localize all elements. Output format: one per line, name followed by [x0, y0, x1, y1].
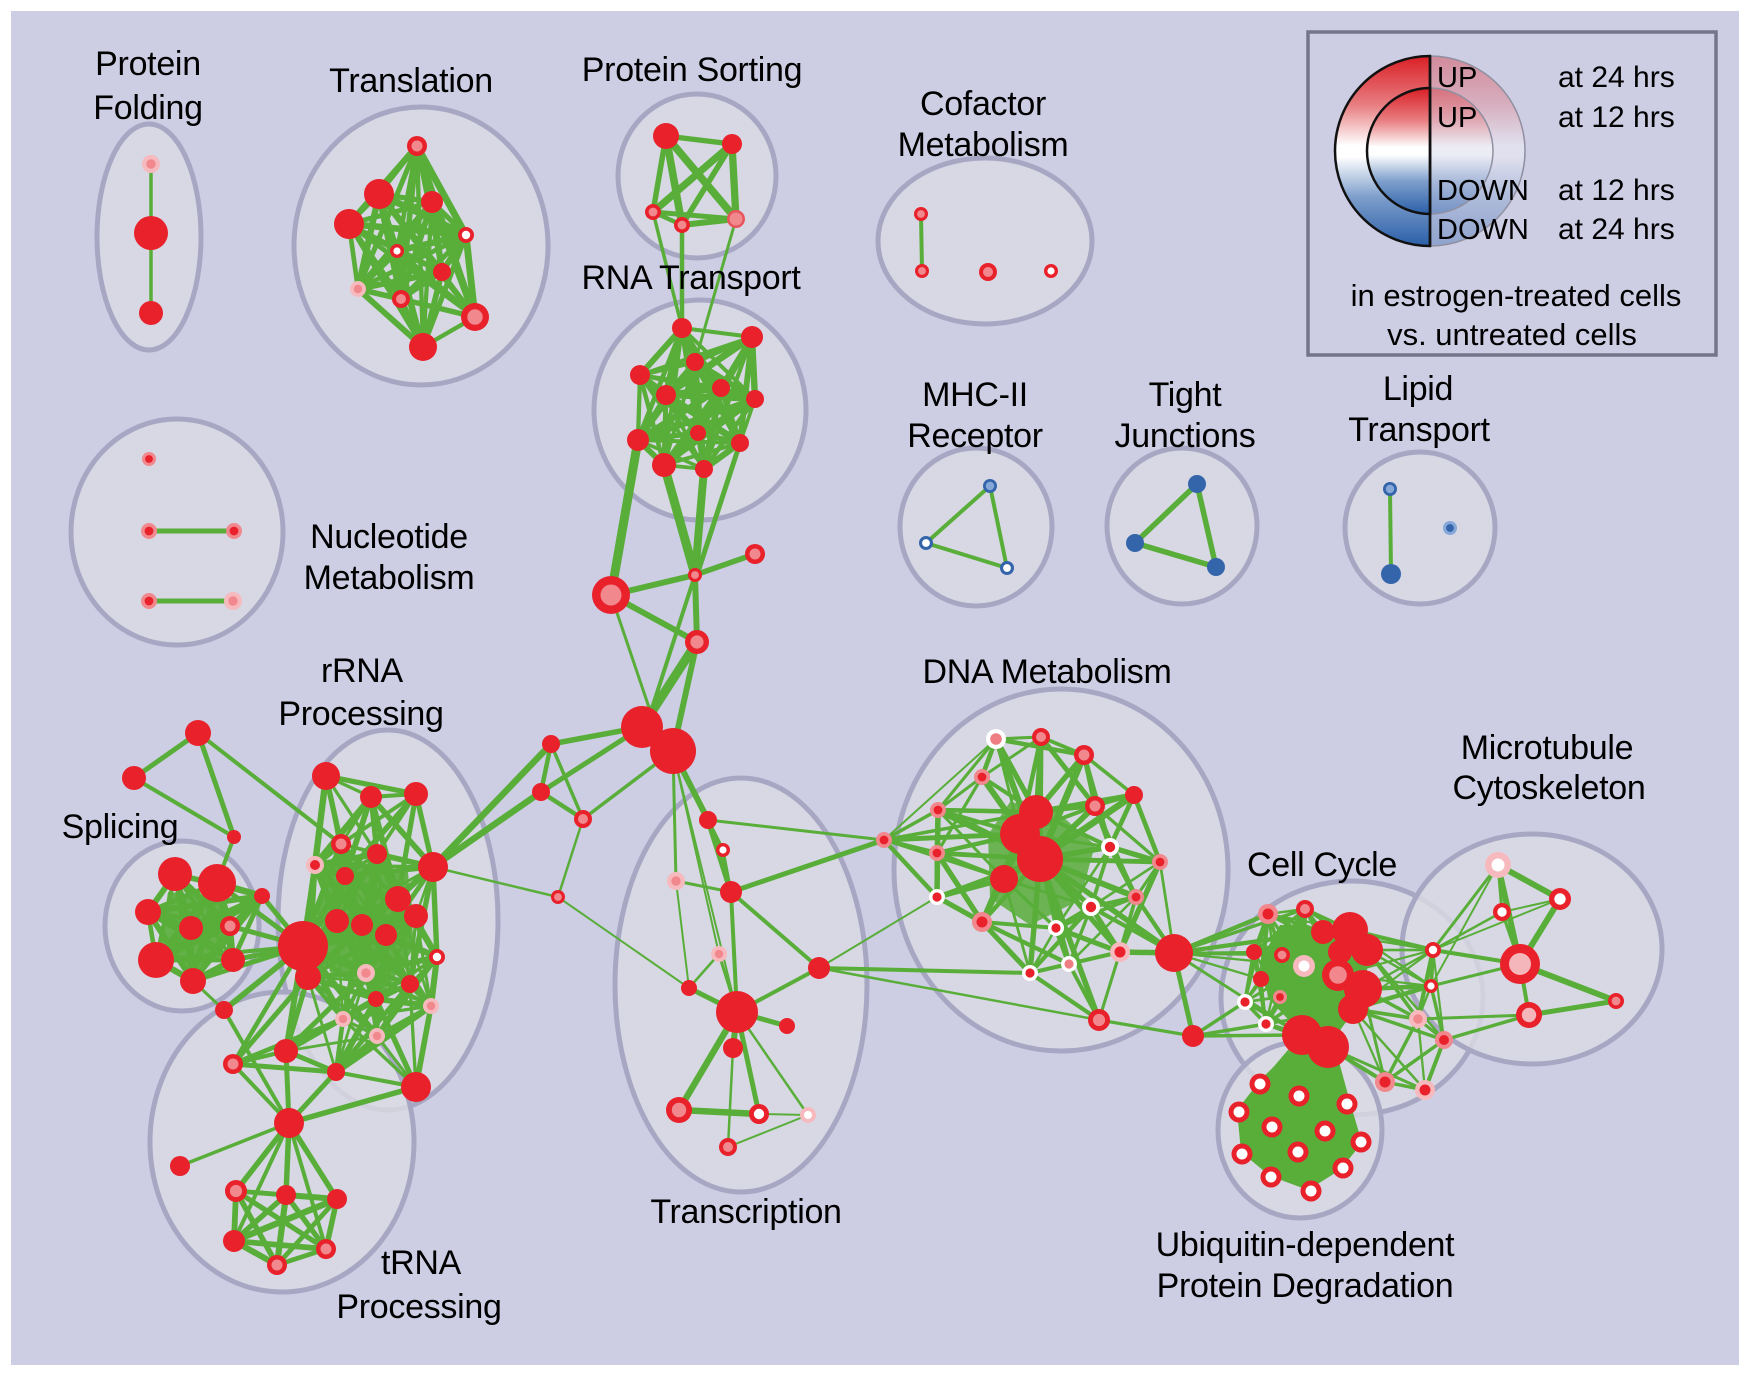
svg-text:RNA Transport: RNA Transport — [581, 259, 801, 297]
svg-text:Receptor: Receptor — [907, 417, 1043, 455]
svg-text:Protein: Protein — [95, 45, 201, 83]
svg-text:rRNA: rRNA — [321, 652, 404, 690]
svg-text:UP: UP — [1437, 62, 1477, 94]
svg-text:Protein Sorting: Protein Sorting — [582, 51, 802, 89]
svg-text:at 12 hrs: at 12 hrs — [1558, 174, 1675, 207]
svg-text:Lipid: Lipid — [1383, 370, 1453, 408]
svg-text:Junctions: Junctions — [1115, 417, 1256, 455]
svg-text:Microtubule: Microtubule — [1461, 729, 1633, 767]
svg-text:Nucleotide: Nucleotide — [310, 518, 468, 556]
svg-text:at 24 hrs: at 24 hrs — [1558, 61, 1675, 94]
svg-text:DOWN: DOWN — [1437, 214, 1529, 246]
svg-text:DOWN: DOWN — [1437, 175, 1529, 207]
svg-text:Processing: Processing — [336, 1288, 501, 1326]
svg-text:Ubiquitin-dependent: Ubiquitin-dependent — [1156, 1226, 1455, 1264]
svg-text:tRNA: tRNA — [381, 1244, 462, 1282]
svg-text:Cofactor: Cofactor — [920, 85, 1046, 123]
svg-text:MHC-II: MHC-II — [922, 376, 1028, 414]
svg-text:Splicing: Splicing — [62, 808, 179, 846]
svg-text:Transcription: Transcription — [650, 1193, 841, 1231]
svg-text:at 12 hrs: at 12 hrs — [1558, 101, 1675, 134]
svg-text:in estrogen-treated cells: in estrogen-treated cells — [1351, 278, 1682, 313]
svg-text:Tight: Tight — [1149, 376, 1223, 414]
svg-text:at 24 hrs: at 24 hrs — [1558, 213, 1675, 246]
svg-text:Protein Degradation: Protein Degradation — [1157, 1267, 1454, 1305]
svg-text:Processing: Processing — [278, 695, 443, 733]
svg-text:Transport: Transport — [1348, 411, 1490, 449]
svg-text:Metabolism: Metabolism — [304, 559, 475, 597]
svg-text:Cell Cycle: Cell Cycle — [1247, 846, 1397, 884]
svg-text:Cytoskeleton: Cytoskeleton — [1453, 769, 1646, 807]
svg-text:Metabolism: Metabolism — [898, 126, 1069, 164]
svg-text:DNA Metabolism: DNA Metabolism — [923, 653, 1172, 691]
svg-text:UP: UP — [1437, 102, 1477, 134]
svg-text:Translation: Translation — [329, 62, 493, 100]
svg-text:vs. untreated cells: vs. untreated cells — [1387, 317, 1637, 352]
svg-text:Folding: Folding — [93, 89, 202, 127]
